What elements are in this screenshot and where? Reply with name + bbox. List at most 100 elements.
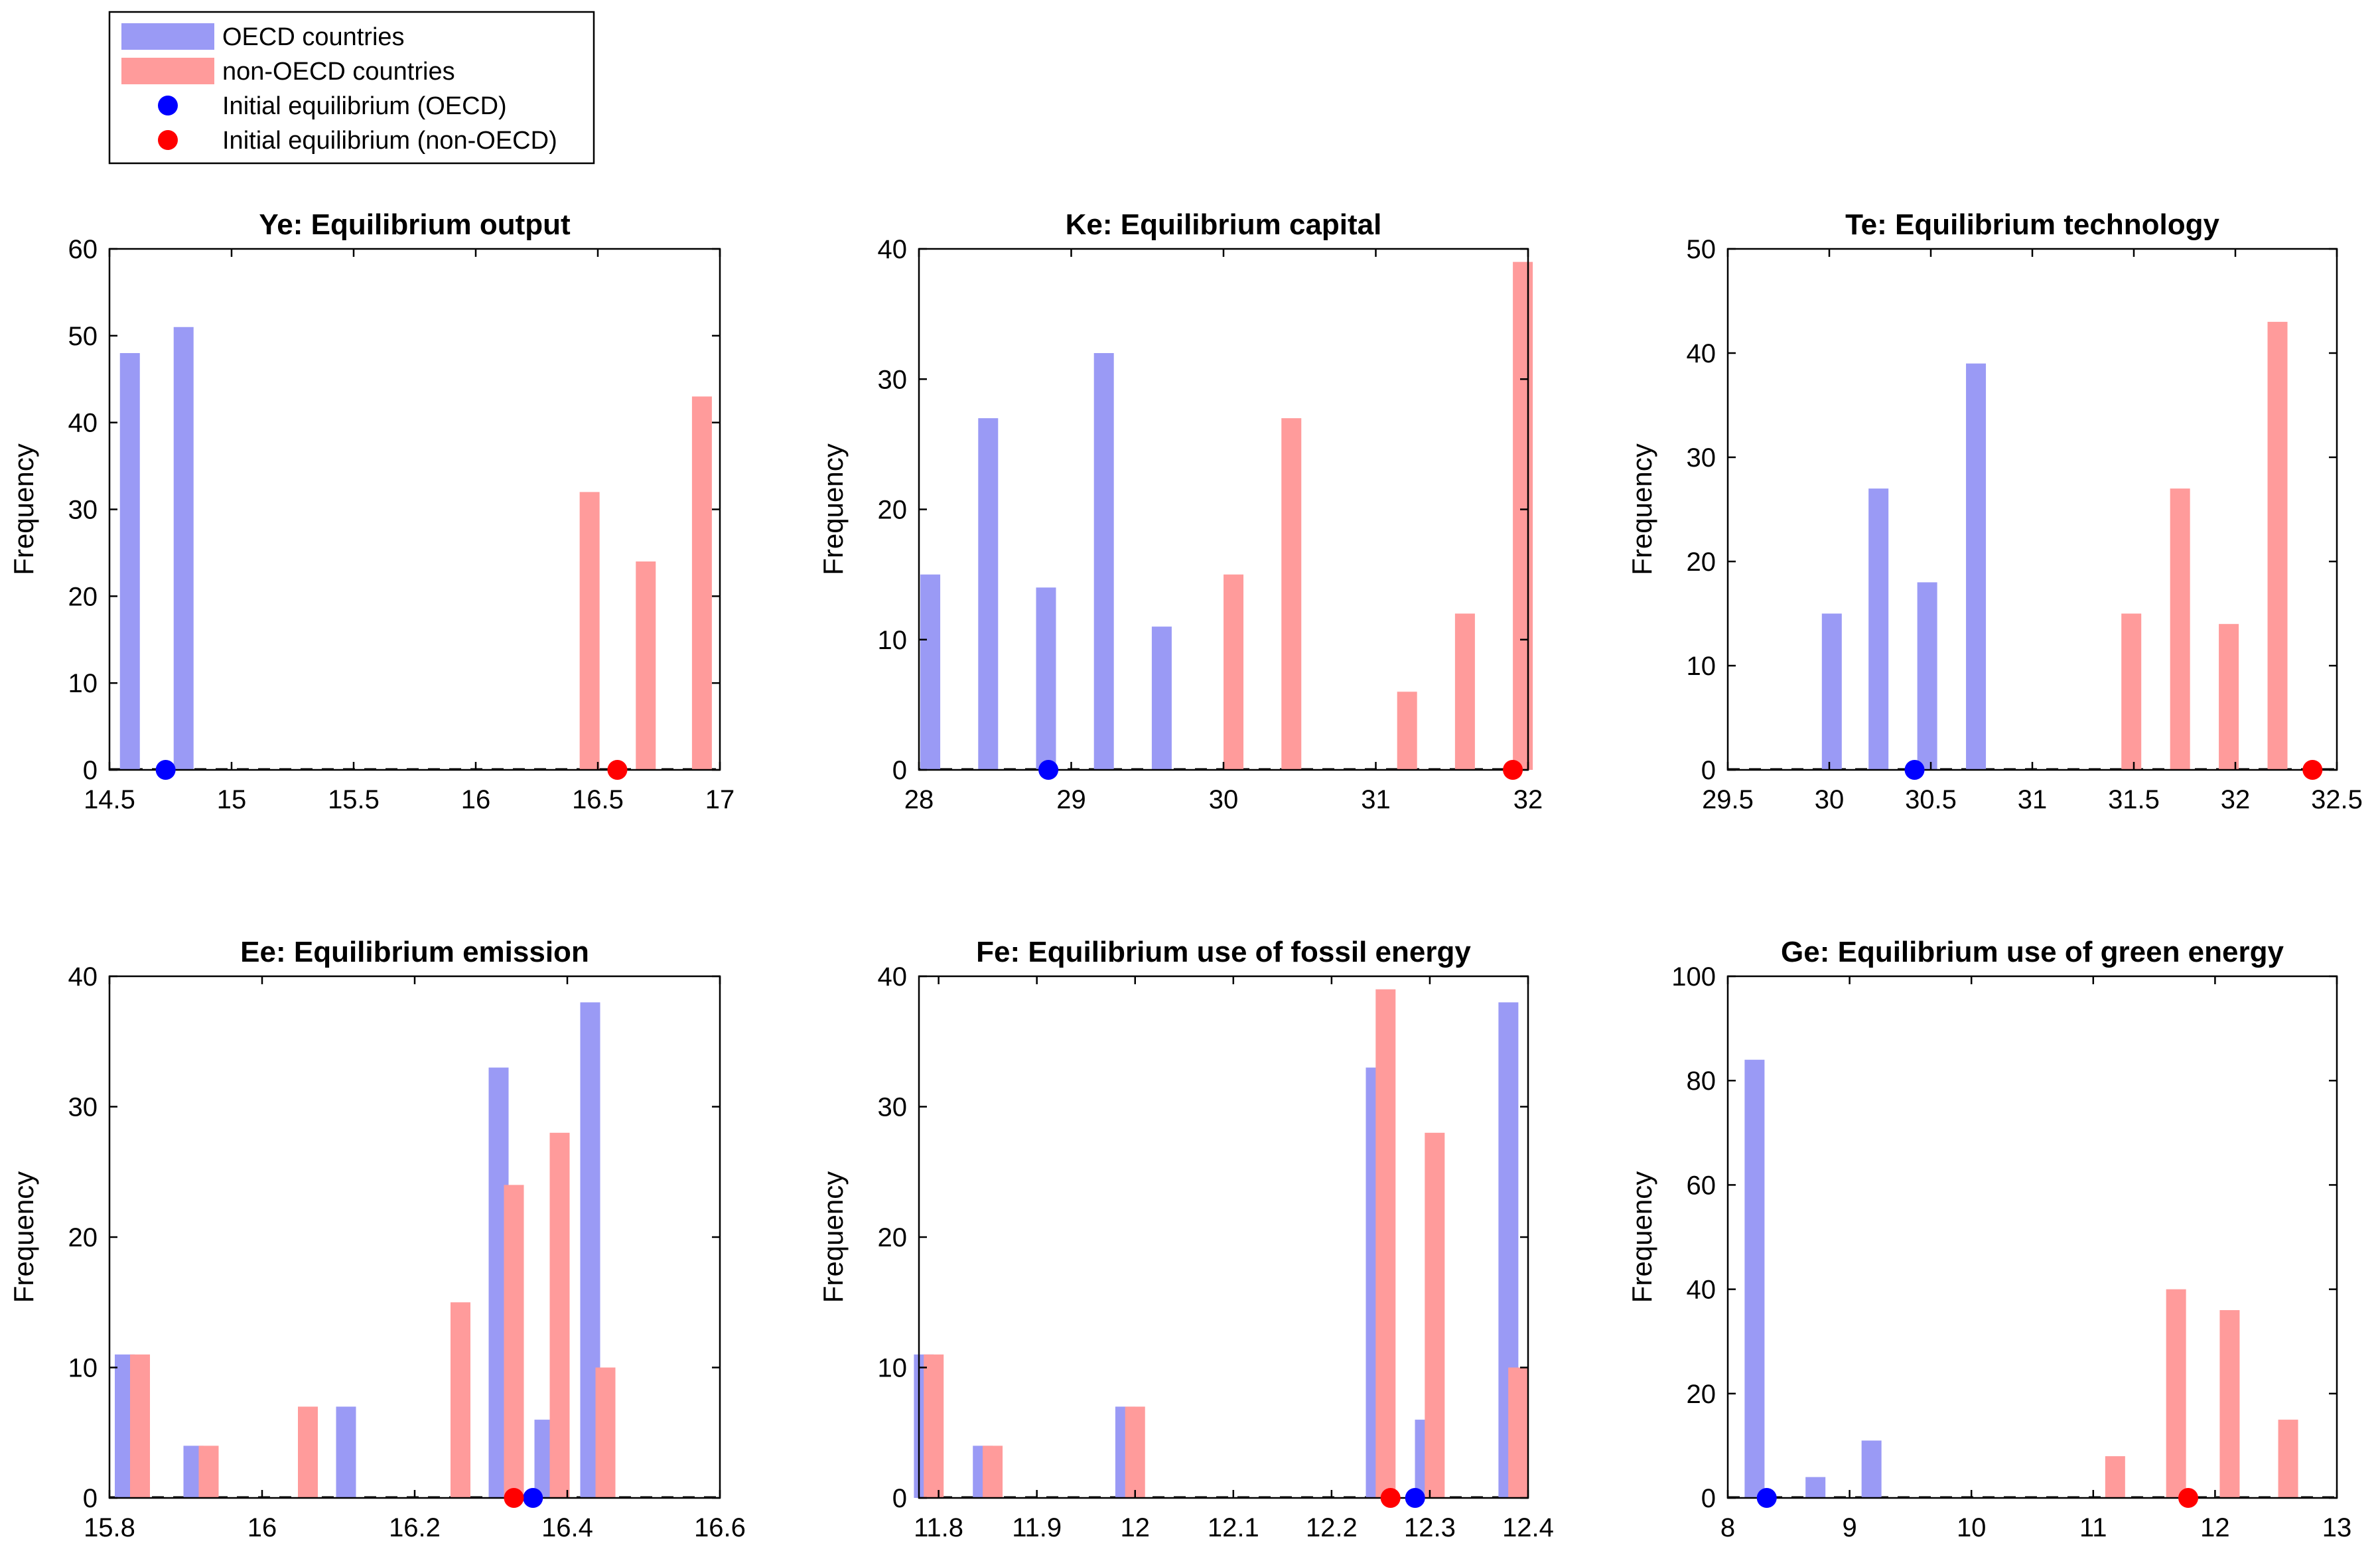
bar-nonoecd: [298, 1406, 318, 1498]
x-tick-label: 16.5: [572, 785, 624, 814]
x-tick-label: 10: [1957, 1513, 1987, 1542]
y-axis-label: Frequency: [8, 443, 39, 575]
x-tick-label: 11: [2079, 1513, 2107, 1542]
legend-entry-label: OECD countries: [222, 23, 405, 51]
bar-nonoecd: [1508, 1367, 1529, 1498]
x-tick-label: 12: [2200, 1513, 2230, 1542]
legend-swatch-bar: [121, 23, 214, 50]
y-tick-label: 60: [68, 235, 98, 264]
axes-box: [108, 248, 721, 771]
y-tick-label: 40: [68, 409, 98, 438]
initial-point-oecd: [1405, 1488, 1425, 1508]
y-axis-label: Frequency: [1626, 1171, 1657, 1303]
y-axis-label: Frequency: [8, 1171, 39, 1303]
y-tick-label: 10: [878, 626, 908, 655]
x-tick-label: 16.6: [694, 1513, 746, 1542]
y-tick-label: 40: [1687, 1276, 1716, 1305]
y-tick-label: 30: [1687, 443, 1716, 473]
y-tick-label: 10: [1687, 652, 1716, 681]
bar-oecd: [1917, 582, 1937, 770]
initial-point-nonoecd: [607, 760, 628, 780]
legend-entry-label: Initial equilibrium (non-OECD): [222, 127, 557, 155]
chart-title: Te: Equilibrium technology: [1845, 208, 2219, 241]
y-tick-label: 40: [878, 962, 908, 992]
x-tick-label: 32: [1513, 785, 1543, 814]
x-tick-label: 11.8: [914, 1513, 963, 1542]
bar-nonoecd: [1375, 989, 1396, 1498]
y-tick-label: 100: [1671, 962, 1716, 992]
x-tick-label: 16: [461, 785, 491, 814]
legend-entry-label: non-OECD countries: [222, 58, 455, 86]
bar-nonoecd: [691, 396, 712, 770]
x-tick-label: 9: [1842, 1513, 1856, 1542]
x-tick-label: 16.4: [541, 1513, 593, 1542]
y-tick-label: 30: [68, 496, 98, 525]
bar-nonoecd: [504, 1185, 524, 1498]
initial-point-oecd: [523, 1488, 543, 1508]
bar-oecd: [1966, 363, 1987, 770]
initial-point-oecd: [1904, 760, 1925, 780]
x-tick-label: 16.2: [389, 1513, 441, 1542]
initial-point-oecd: [1038, 760, 1059, 780]
bar-oecd: [1805, 1477, 1826, 1498]
y-axis-label: Frequency: [817, 1171, 849, 1303]
bar-nonoecd: [1454, 613, 1475, 770]
bar-nonoecd: [2278, 1420, 2298, 1498]
x-tick-label: 28: [904, 785, 934, 814]
y-tick-label: 0: [83, 756, 98, 785]
bar-nonoecd: [636, 561, 656, 770]
chart-title: Ke: Equilibrium capital: [1066, 208, 1382, 241]
chart-panel: 0 10 20 30 40 50 29.5 30 30.5 31 31.5 32 32.5 Te: Equ…: [1626, 208, 2363, 814]
y-axis-label: Frequency: [817, 443, 849, 575]
y-tick-label: 10: [68, 669, 98, 698]
x-tick-label: 30: [1209, 785, 1239, 814]
bar-nonoecd: [2219, 1310, 2240, 1498]
chart-title: Fe: Equilibrium use of fossil energy: [976, 936, 1471, 968]
bar-nonoecd: [1397, 692, 1417, 770]
x-tick-label: 29.5: [1702, 785, 1754, 814]
x-tick-label: 17: [705, 785, 735, 814]
bar-oecd: [978, 418, 999, 770]
x-tick-label: 30: [1815, 785, 1845, 814]
bar-nonoecd: [2105, 1456, 2125, 1498]
bar-nonoecd: [198, 1445, 219, 1498]
y-tick-label: 30: [878, 1093, 908, 1122]
x-tick-label: 31: [1361, 785, 1391, 814]
bar-oecd: [336, 1406, 356, 1498]
y-tick-label: 20: [68, 1223, 98, 1252]
y-tick-label: 10: [878, 1354, 908, 1383]
bar-oecd: [1868, 488, 1889, 770]
x-tick-label: 12.2: [1306, 1513, 1358, 1542]
x-tick-label: 29: [1056, 785, 1086, 814]
axes-box: [108, 975, 721, 1499]
y-tick-label: 40: [68, 962, 98, 992]
legend: OECD countries non-OECD countries Initial …: [108, 11, 595, 165]
y-tick-label: 0: [1701, 1484, 1716, 1513]
bar-nonoecd: [2219, 624, 2239, 770]
x-tick-label: 15: [217, 785, 247, 814]
initial-point-oecd: [155, 760, 176, 780]
bar-oecd: [1861, 1440, 1882, 1498]
x-tick-label: 8: [1720, 1513, 1735, 1542]
y-tick-label: 20: [878, 1223, 908, 1252]
x-tick-label: 12.3: [1404, 1513, 1456, 1542]
axes-box: [918, 248, 1529, 771]
x-tick-label: 31.5: [2108, 785, 2160, 814]
bar-oecd: [920, 574, 941, 770]
bar-oecd: [119, 353, 140, 770]
initial-point-nonoecd: [2302, 760, 2323, 780]
bar-nonoecd: [595, 1367, 616, 1498]
chart-panel: 0 20 40 60 80 100 8 9 10 11 12 13 Ge: Equilibrium us…: [1626, 936, 2351, 1542]
initial-point-nonoecd: [504, 1488, 524, 1508]
x-tick-label: 32.5: [2311, 785, 2363, 814]
charts: 0 10 20 30 40 50 60 14.5 15 15.5 16 16.5 17 Ye: Equil…: [8, 208, 2363, 1542]
bar-nonoecd: [1125, 1406, 1145, 1498]
x-tick-label: 15.5: [328, 785, 380, 814]
chart-panel: 0 10 20 30 40 50 60 14.5 15 15.5 16 16.5 17 Ye: Equil…: [8, 208, 735, 814]
bar-nonoecd: [2267, 321, 2288, 770]
bar-oecd: [1093, 353, 1114, 770]
bar-nonoecd: [1425, 1132, 1445, 1498]
chart-panel: 0 10 20 30 40 11.8 11.9 12 12.1 12.2 12.3 12.4 Fe: E…: [817, 936, 1554, 1542]
bar-nonoecd: [451, 1302, 470, 1498]
bar-nonoecd: [2166, 1289, 2186, 1498]
